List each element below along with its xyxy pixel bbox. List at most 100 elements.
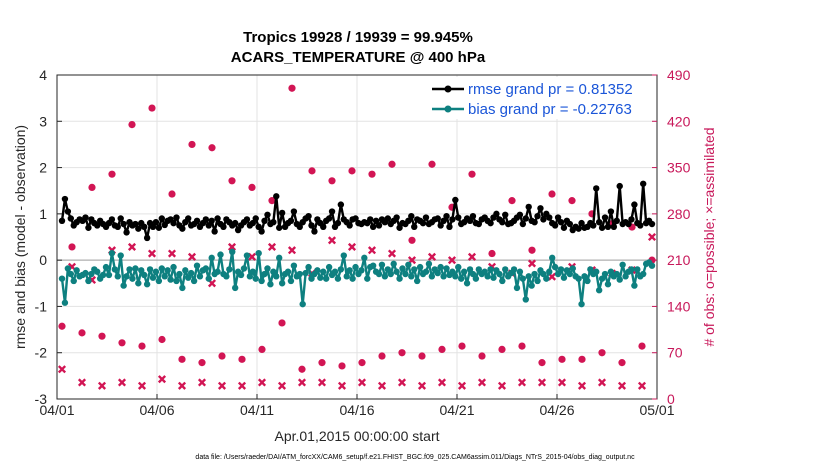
bias-point-187	[607, 268, 615, 275]
legend-box	[428, 77, 654, 119]
rmse-point-95	[337, 201, 345, 208]
obs-possible-marker-20	[258, 345, 266, 354]
bias-point-112	[387, 270, 394, 278]
rmse-point-118	[405, 217, 412, 224]
obs-possible-marker-21	[268, 197, 276, 205]
bias-point-157	[519, 275, 527, 282]
obs-assimilated-marker-40	[457, 381, 467, 390]
bias-point-67	[255, 250, 262, 257]
bias-point-53	[214, 268, 221, 275]
y2-tick-label-4: 280	[667, 206, 691, 222]
rmse-point-78	[287, 217, 295, 224]
bias-point-72	[270, 268, 277, 275]
rmse-point-51	[208, 217, 215, 224]
obs-assimilated-marker-28	[337, 381, 347, 390]
bias-point-111	[384, 266, 392, 273]
rmse-point-41	[179, 225, 186, 232]
x-tick-label-5: 04/26	[539, 402, 574, 418]
bias-point-29	[143, 281, 151, 288]
obs-assimilated-marker-38	[437, 378, 447, 387]
rmse-point-139	[466, 217, 474, 224]
obs-assimilated-marker-24	[297, 378, 307, 387]
obs-assimilated-marker-29	[347, 242, 357, 251]
obs-assimilated-marker-17	[227, 242, 237, 251]
data-file-footnote: data file: /Users/raeder/DAI/ATM_forcXX/…	[195, 454, 635, 461]
obs-possible-marker-56	[618, 359, 626, 367]
bias-point-116	[399, 265, 406, 272]
obs-assimilated-marker-41	[467, 252, 477, 261]
rmse-point-169	[554, 214, 562, 221]
rmse-point-193	[625, 220, 632, 228]
rmse-point-166	[546, 214, 553, 221]
obs-possible-marker-15	[208, 144, 216, 152]
bias-point-155	[513, 284, 521, 292]
rmse-point-194	[628, 216, 635, 223]
bias-point-79	[290, 262, 298, 269]
obs-assimilated-marker-9	[147, 249, 157, 258]
rmse-point-53	[214, 215, 221, 222]
bias-point-194	[628, 266, 635, 273]
bias-point-97	[343, 273, 350, 280]
bias-point-8	[82, 269, 89, 277]
rmse-point-173	[566, 220, 574, 228]
bias-point-109	[378, 261, 386, 268]
bias-point-71	[267, 281, 274, 288]
bias-point-114	[393, 268, 400, 275]
y-tick-label-0: -3	[35, 391, 48, 407]
bias-point-44	[187, 269, 195, 277]
rmse-point-73	[273, 193, 280, 200]
obs-possible-marker-24	[298, 365, 306, 373]
bias-point-108	[375, 270, 383, 278]
bias-point-113	[390, 260, 397, 268]
bias-point-170	[557, 266, 565, 273]
rmse-point-198	[639, 180, 647, 187]
rmse-point-184	[598, 224, 606, 231]
y-tick-label-4: 1	[39, 206, 47, 222]
bias-point-174	[569, 265, 576, 272]
obs-possible-marker-11	[168, 190, 176, 198]
obs-possible-marker-51	[568, 197, 576, 205]
obs-possible-marker-41	[468, 170, 476, 178]
bias-point-59	[231, 284, 239, 292]
bias-point-10	[88, 270, 95, 278]
bias-point-162	[534, 277, 541, 285]
bias-point-81	[296, 270, 303, 278]
rmse-point-39	[173, 214, 180, 221]
rmse-point-22	[123, 229, 130, 236]
rmse-point-134	[452, 196, 459, 204]
bias-point-65	[249, 268, 256, 275]
bias-point-190	[616, 276, 623, 283]
y-axis-left: -3 -2 -1 0 1 2 3 4	[35, 67, 62, 407]
obs-possible-marker-38	[438, 345, 446, 354]
obs-assimilated-marker-27	[327, 236, 337, 245]
bias-point-58	[229, 248, 236, 256]
rmse-point-170	[557, 218, 565, 226]
bias-point-18	[111, 266, 119, 273]
y2-axis-label: # of obs: o=possible; ×=assimilated	[701, 127, 717, 346]
bias-point-37	[167, 276, 174, 283]
rmse-point-72	[270, 218, 277, 226]
rmse-point-92	[328, 208, 336, 215]
bias-point-39	[173, 277, 180, 285]
obs-possible-marker-43	[488, 249, 496, 258]
obs-assimilated-marker-6	[117, 378, 127, 387]
bias-point-50	[205, 275, 212, 282]
rmse-point-181	[590, 222, 597, 229]
rmse-point-124	[422, 214, 430, 221]
legend-bias-marker	[444, 105, 452, 113]
bias-point-22	[123, 273, 130, 280]
bias-point-136	[458, 275, 465, 282]
bias-point-134	[452, 273, 459, 280]
obs-assimilated-marker-52	[577, 381, 587, 390]
obs-assimilated-marker-23	[287, 246, 297, 255]
rmse-point-2	[64, 208, 72, 215]
chart-subtitle: ACARS_TEMPERATURE @ 400 hPa	[231, 49, 486, 66]
rmse-point-60	[234, 226, 242, 234]
rmse-point-50	[205, 222, 212, 229]
rmse-point-105	[367, 216, 374, 223]
bias-point-185	[601, 270, 609, 278]
obs-assimilated-marker-11	[167, 249, 177, 258]
x-tick-label-6: 05/01	[639, 402, 674, 418]
obs-assimilated-marker-59	[647, 232, 657, 242]
bias-point-146	[487, 266, 494, 273]
